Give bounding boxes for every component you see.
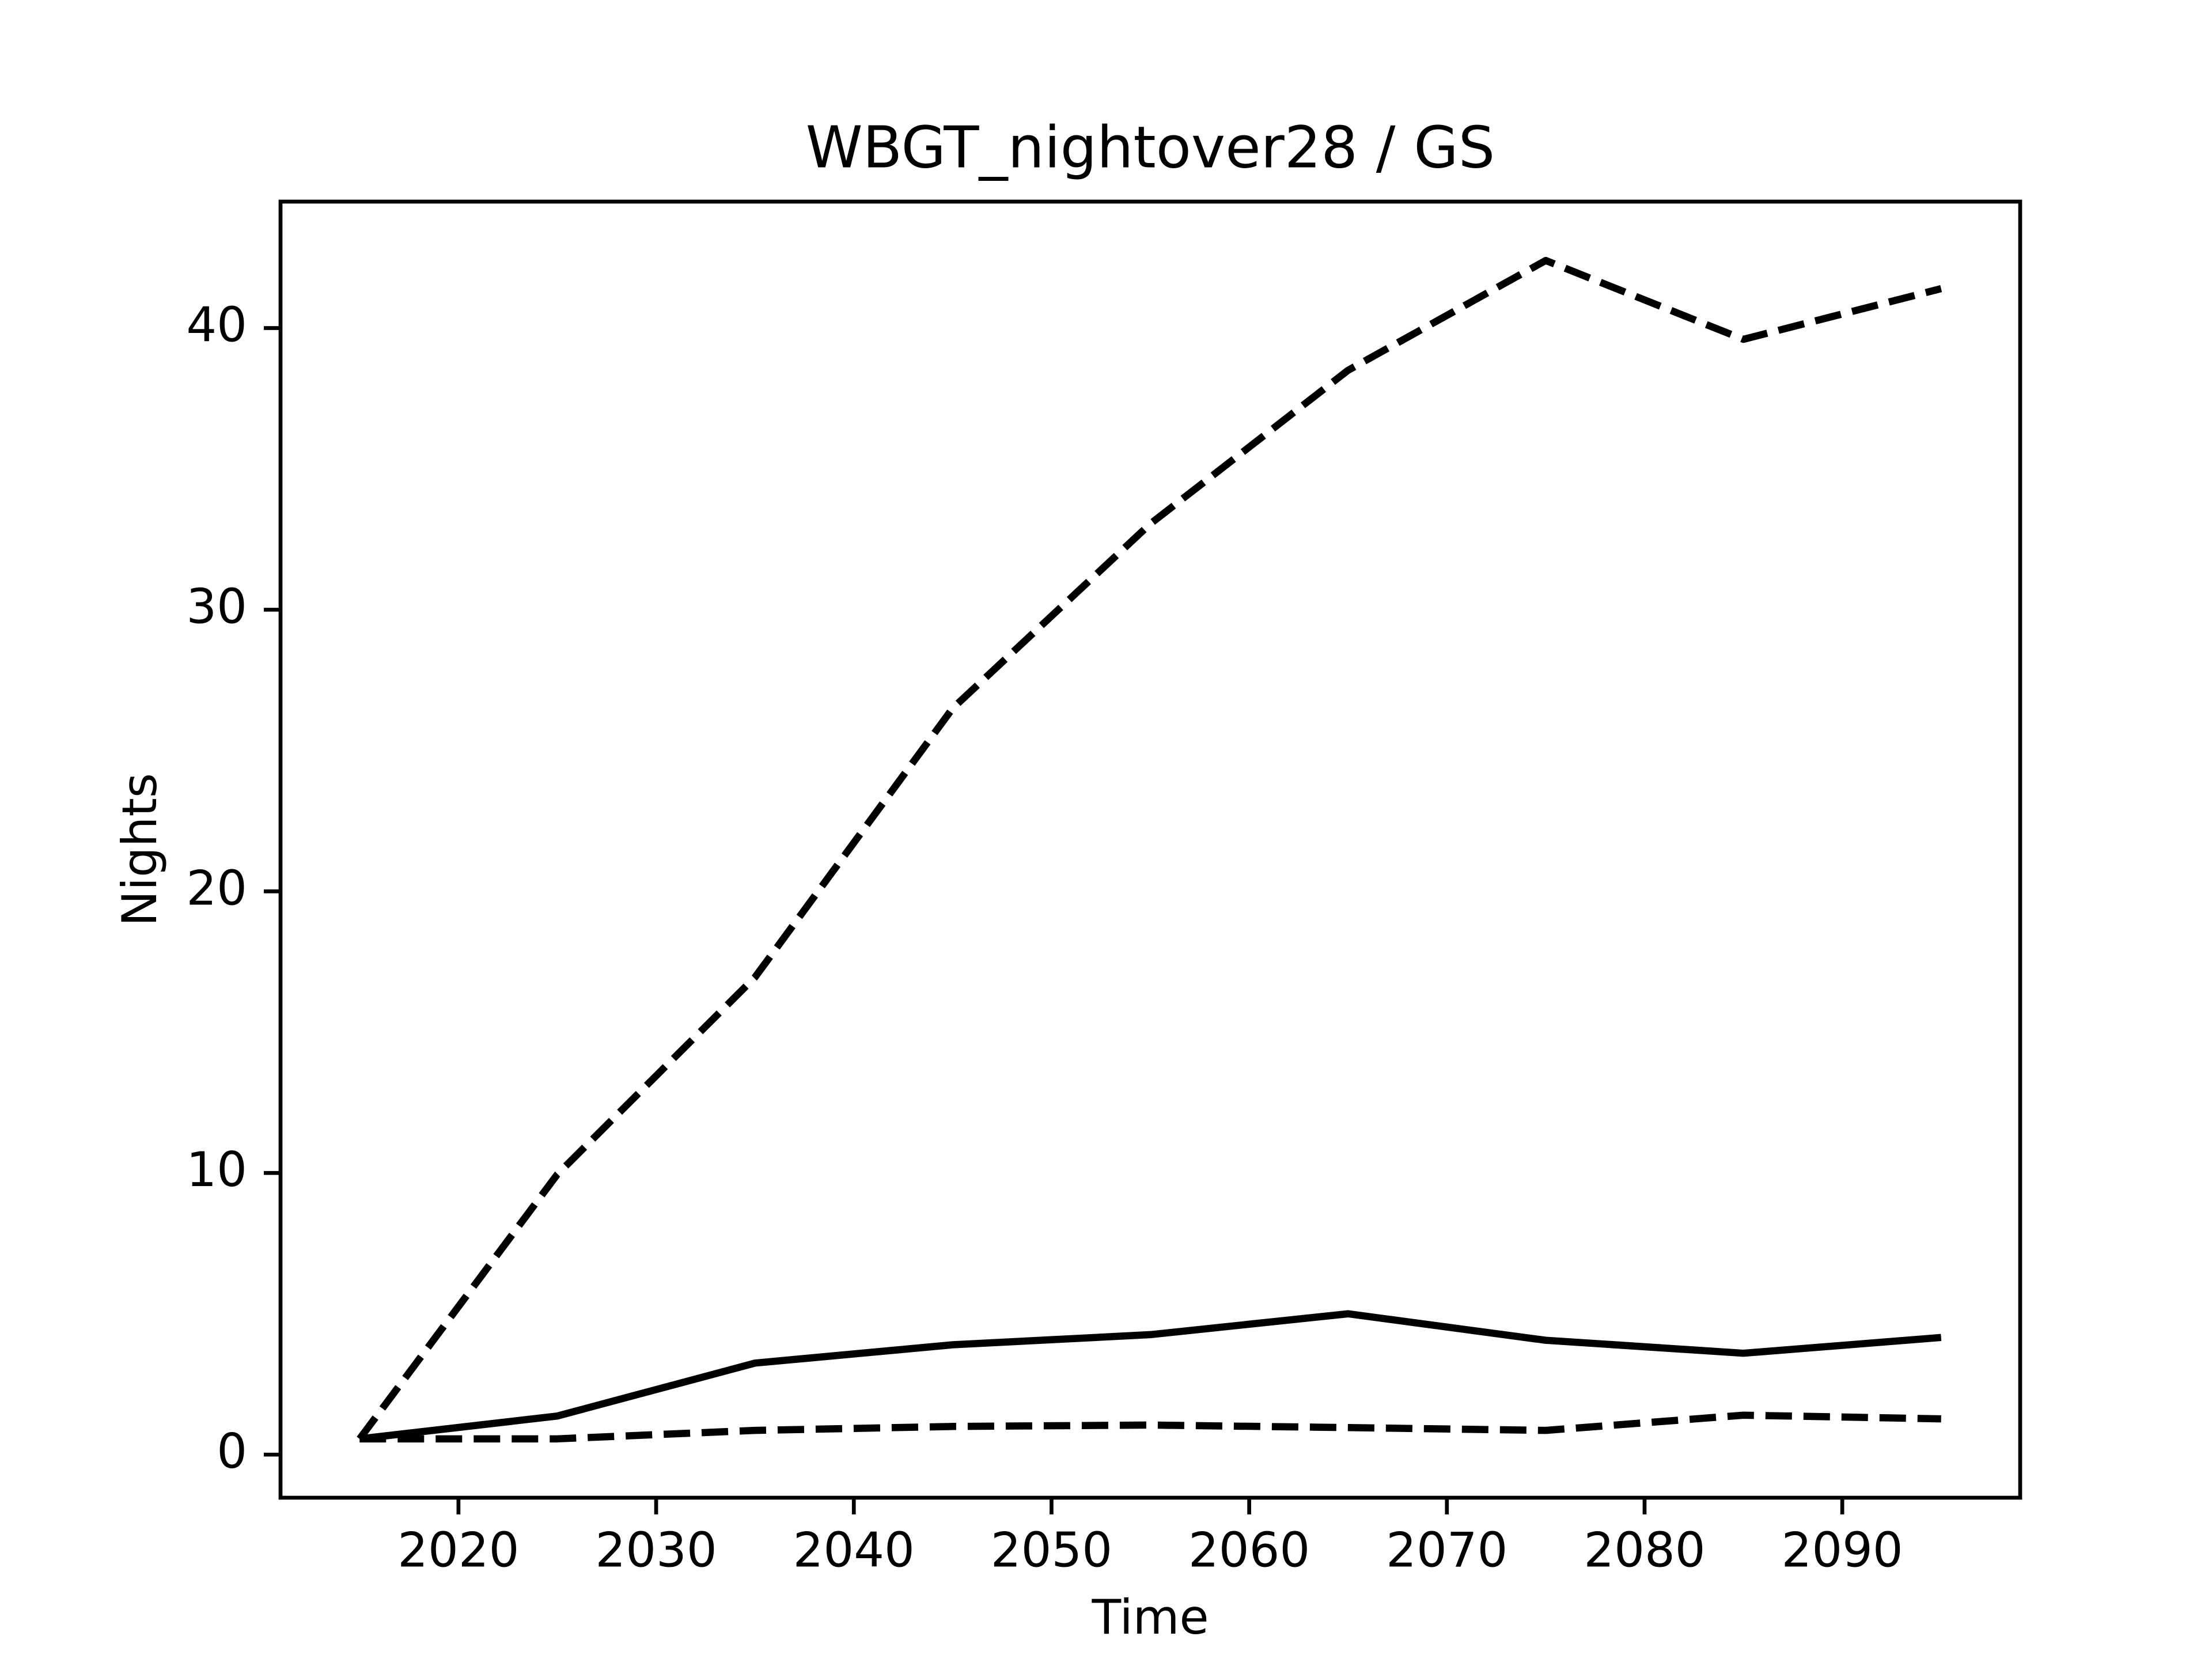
y-axis-label: Nights [112,773,168,926]
x-tick-label: 2020 [397,1522,519,1578]
y-tick-label: 0 [217,1423,247,1479]
x-tick-label: 2090 [1782,1522,1903,1578]
x-tick-label: 2030 [595,1522,717,1578]
series-line [359,1310,1942,1443]
y-tick-label: 20 [186,860,247,916]
x-tick-label: 2040 [793,1522,915,1578]
series-line [359,1411,1941,1443]
y-tick-label: 10 [186,1142,247,1198]
y-tick-label: 30 [186,578,247,634]
y-tick-label: 40 [186,297,247,353]
chart-title: WBGT_nightover28 / GS [806,113,1495,181]
plot-frame [278,199,2022,1500]
x-tick-label: 2080 [1584,1522,1705,1578]
x-tick-label: 2050 [991,1522,1112,1578]
series-line [357,256,1942,1441]
x-tick-label: 2060 [1188,1522,1310,1578]
x-tick-label: 2070 [1386,1522,1508,1578]
x-axis-label: Time [1091,1589,1209,1645]
